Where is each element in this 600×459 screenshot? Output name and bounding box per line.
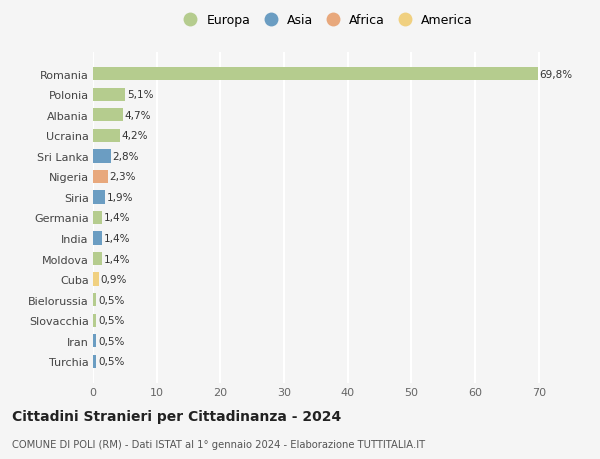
Text: 1,9%: 1,9% — [107, 192, 134, 202]
Bar — [93, 273, 99, 286]
Text: 0,5%: 0,5% — [98, 316, 124, 325]
Bar — [93, 191, 105, 204]
Bar — [93, 252, 102, 266]
Text: 0,5%: 0,5% — [98, 336, 124, 346]
Text: 0,9%: 0,9% — [101, 274, 127, 285]
Text: COMUNE DI POLI (RM) - Dati ISTAT al 1° gennaio 2024 - Elaborazione TUTTITALIA.IT: COMUNE DI POLI (RM) - Dati ISTAT al 1° g… — [12, 440, 425, 449]
Text: Cittadini Stranieri per Cittadinanza - 2024: Cittadini Stranieri per Cittadinanza - 2… — [12, 409, 341, 423]
Bar — [93, 335, 96, 348]
Text: 69,8%: 69,8% — [539, 69, 572, 79]
Bar — [93, 293, 96, 307]
Text: 2,8%: 2,8% — [113, 151, 139, 162]
Legend: Europa, Asia, Africa, America: Europa, Asia, Africa, America — [178, 14, 473, 28]
Text: 1,4%: 1,4% — [104, 234, 130, 244]
Text: 2,3%: 2,3% — [110, 172, 136, 182]
Bar — [93, 170, 107, 184]
Text: 4,2%: 4,2% — [122, 131, 148, 141]
Bar — [93, 88, 125, 101]
Bar — [93, 232, 102, 245]
Text: 1,4%: 1,4% — [104, 213, 130, 223]
Bar — [93, 355, 96, 368]
Text: 4,7%: 4,7% — [125, 111, 151, 120]
Bar — [93, 314, 96, 327]
Bar — [93, 211, 102, 225]
Bar — [93, 109, 123, 122]
Text: 0,5%: 0,5% — [98, 357, 124, 367]
Bar — [93, 129, 120, 143]
Bar — [93, 68, 538, 81]
Text: 0,5%: 0,5% — [98, 295, 124, 305]
Text: 5,1%: 5,1% — [127, 90, 154, 100]
Text: 1,4%: 1,4% — [104, 254, 130, 264]
Bar — [93, 150, 111, 163]
